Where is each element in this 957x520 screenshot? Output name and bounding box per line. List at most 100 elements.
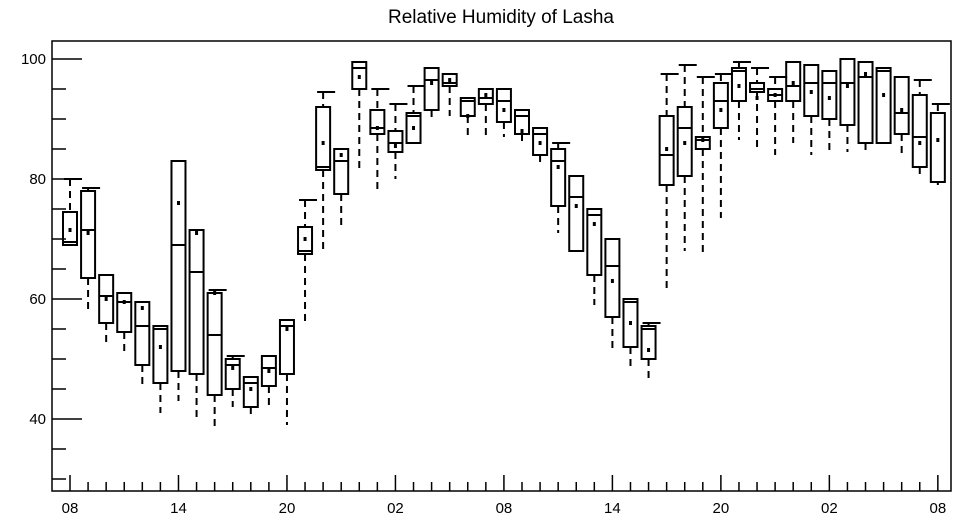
box (80, 190, 97, 279)
mean-marker (827, 96, 831, 100)
box-hour-24 (495, 88, 512, 137)
box-hour-42 (821, 70, 838, 155)
box (98, 274, 115, 324)
box-hour-8 (206, 289, 227, 431)
box-hour-11 (260, 355, 277, 407)
mean-marker (502, 108, 506, 112)
box (622, 298, 639, 348)
box (640, 325, 657, 360)
box (188, 229, 205, 375)
mean-marker (195, 231, 199, 235)
box (875, 67, 892, 144)
mean-marker (574, 204, 578, 208)
box-hour-1 (80, 187, 101, 314)
mean-marker (845, 84, 849, 88)
box (224, 358, 241, 390)
box-hour-19 (405, 85, 426, 144)
mean-marker (104, 297, 108, 301)
box-hour-31 (622, 298, 639, 371)
mean-marker (303, 237, 307, 241)
x-tick-label: 08 (62, 500, 79, 517)
mean-marker (285, 327, 289, 331)
mean-marker (448, 78, 452, 82)
box-series (62, 58, 950, 431)
mean-marker (719, 108, 723, 112)
box-hour-27 (550, 142, 571, 233)
mean-marker (864, 72, 868, 76)
box (839, 58, 856, 126)
mean-marker (592, 222, 596, 226)
box-hour-14 (315, 91, 336, 254)
box (116, 292, 133, 333)
box-hour-48 (929, 103, 950, 185)
box (495, 88, 512, 123)
mean-marker (556, 165, 560, 169)
box (785, 61, 802, 102)
box-hour-9 (224, 355, 245, 407)
x-axis: 08 14 20 02 08 14 20 02 08 (62, 475, 946, 517)
mean-marker (918, 141, 922, 145)
box (405, 112, 422, 144)
box-hour-34 (676, 64, 697, 251)
box-hour-46 (893, 76, 910, 158)
mean-marker (176, 201, 180, 205)
mean-marker (610, 279, 614, 283)
mean-marker (375, 126, 379, 130)
box-hour-10 (242, 376, 259, 419)
box-hour-26 (532, 127, 549, 167)
mean-marker (267, 369, 271, 373)
box (694, 136, 711, 150)
box-hour-32 (640, 322, 661, 380)
x-tick-label: 20 (279, 500, 296, 517)
plot-frame (51, 40, 952, 492)
box (260, 355, 277, 387)
box (423, 67, 440, 111)
mean-marker (538, 141, 542, 145)
box-hour-47 (911, 79, 932, 179)
box-hour-21 (441, 73, 458, 116)
y-tick-label: 100 (21, 51, 46, 68)
mean-marker (520, 129, 524, 133)
box-hour-41 (803, 64, 820, 155)
box-hour-15 (333, 148, 350, 227)
box (441, 73, 458, 87)
mean-marker (231, 366, 235, 370)
mean-marker (647, 348, 651, 352)
box (206, 292, 223, 396)
mean-marker (86, 231, 90, 235)
box-hour-30 (604, 238, 621, 353)
chart-title: Relative Humidity of Lasha (388, 7, 614, 28)
box-hour-29 (586, 208, 603, 305)
box-hour-16 (351, 61, 368, 173)
mean-marker (809, 90, 813, 94)
box-hour-37 (730, 61, 751, 140)
box-hour-38 (749, 67, 770, 149)
y-axis: 40 60 80 100 (21, 51, 82, 480)
mean-marker (701, 138, 705, 142)
box (134, 301, 151, 366)
box (911, 94, 928, 168)
box-hour-17 (369, 88, 390, 194)
x-tick-label: 02 (387, 500, 404, 517)
x-tick-label: 14 (604, 500, 621, 517)
box-hour-7 (188, 229, 205, 419)
box (387, 130, 404, 153)
box (170, 160, 187, 372)
box-hour-18 (387, 103, 408, 179)
box (369, 109, 386, 135)
box (62, 211, 78, 246)
x-tick-label: 08 (929, 500, 946, 517)
box (586, 208, 603, 276)
mean-marker (213, 291, 217, 295)
x-tick-label: 02 (821, 500, 838, 517)
box-hour-23 (477, 88, 494, 140)
box-hour-13 (297, 199, 318, 326)
box (152, 325, 169, 384)
mean-marker (466, 114, 470, 118)
box-hour-22 (459, 97, 476, 140)
box (929, 112, 946, 183)
box (893, 76, 910, 135)
y-tick-label: 60 (29, 291, 46, 308)
box-hour-39 (767, 76, 788, 155)
box (477, 88, 494, 105)
